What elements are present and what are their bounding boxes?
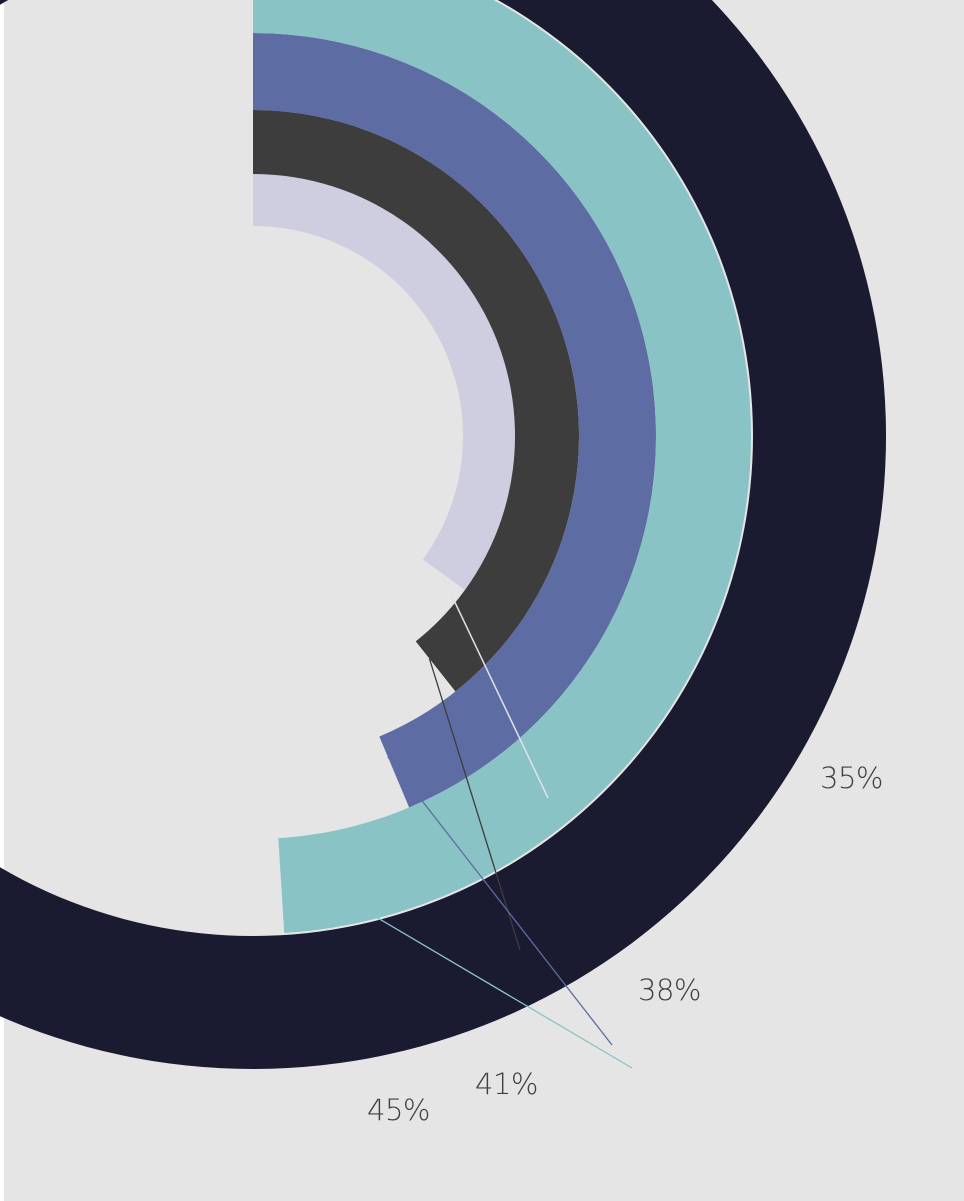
ring-38-percent (253, 110, 579, 692)
leader-line-45 (279, 859, 633, 1069)
leader-group (279, 572, 633, 1069)
leader-line-38 (428, 658, 521, 951)
data-label-38: 38% (638, 973, 701, 1007)
data-label-45: 45% (367, 1093, 430, 1127)
label-group: 35% 38% 41% 45% (367, 761, 883, 1127)
leader-line-41 (387, 756, 613, 1046)
ring-group (253, 0, 751, 934)
ring-35-percent (253, 174, 516, 590)
outer-ring (0, 0, 886, 1069)
ring-41-percent (253, 33, 657, 808)
ring-45-percent (253, 0, 751, 934)
data-label-41: 41% (475, 1067, 538, 1101)
data-label-35: 35% (820, 761, 883, 795)
leader-line-35 (440, 572, 549, 799)
